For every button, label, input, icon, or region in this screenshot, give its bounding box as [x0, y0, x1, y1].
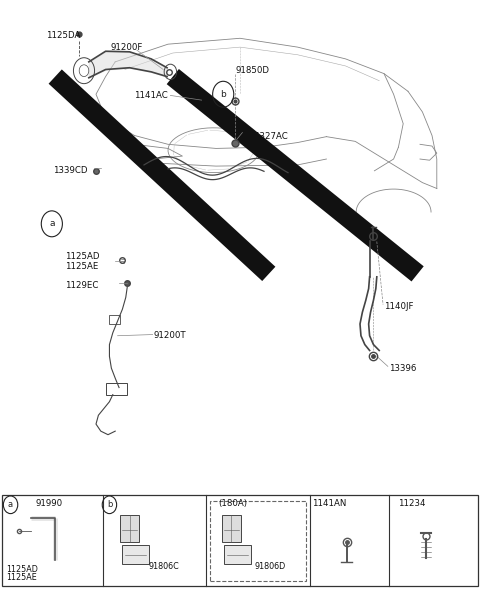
Text: 91806D: 91806D: [254, 562, 286, 571]
Text: 1129EC: 1129EC: [65, 281, 98, 290]
Text: 1125DA: 1125DA: [46, 31, 80, 40]
Text: 1327AC: 1327AC: [254, 132, 288, 141]
Text: 1140JF: 1140JF: [384, 302, 413, 311]
Text: 1125AD: 1125AD: [65, 252, 99, 261]
Bar: [122, 545, 149, 564]
Bar: [106, 383, 127, 395]
Text: 11234: 11234: [398, 499, 426, 508]
Text: 1339CD: 1339CD: [53, 166, 87, 176]
Text: b: b: [220, 90, 226, 99]
Bar: [2, 495, 478, 586]
Text: 91990: 91990: [36, 499, 63, 508]
Text: 1141AN: 1141AN: [312, 499, 347, 508]
Bar: [120, 515, 139, 542]
Text: (180A): (180A): [218, 499, 247, 508]
Text: 1141AC: 1141AC: [134, 91, 168, 100]
Bar: [109, 315, 120, 324]
Text: 91806C: 91806C: [149, 562, 180, 571]
Text: a: a: [8, 500, 13, 509]
Text: 91200T: 91200T: [154, 331, 186, 340]
Text: 91850D: 91850D: [235, 66, 269, 75]
Text: 13396: 13396: [389, 363, 416, 373]
Text: 1125AD: 1125AD: [6, 565, 37, 574]
Bar: [210, 501, 306, 581]
Text: 91200F: 91200F: [110, 42, 143, 52]
Text: 1125AE: 1125AE: [6, 573, 36, 582]
Text: b: b: [107, 500, 112, 509]
Bar: [222, 515, 241, 542]
Bar: [224, 545, 251, 564]
Text: a: a: [49, 219, 55, 229]
Text: 1125AE: 1125AE: [65, 262, 98, 271]
